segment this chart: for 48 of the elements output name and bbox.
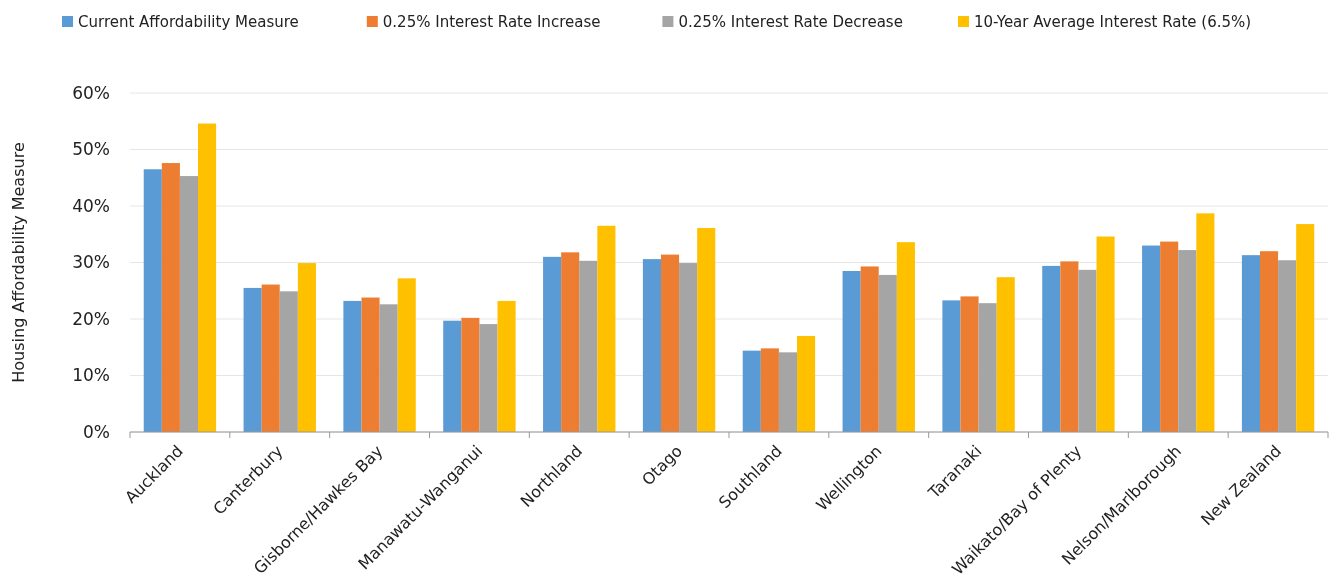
bar [642, 259, 661, 432]
bar [561, 252, 580, 432]
bar [842, 270, 861, 432]
bar [1196, 213, 1215, 432]
bar [1142, 245, 1161, 432]
y-tick-label: 50% [72, 139, 110, 160]
bar [996, 277, 1015, 432]
y-tick-label: 40% [72, 195, 110, 216]
bar [297, 263, 316, 432]
bar [760, 348, 779, 432]
bar [697, 228, 716, 432]
bar [1296, 224, 1315, 432]
bar [960, 296, 979, 432]
bar [660, 254, 680, 432]
bar [343, 300, 362, 432]
y-tick-label: 20% [72, 308, 110, 329]
bar [1042, 265, 1061, 432]
y-axis-title: Housing Affordability Measure [9, 142, 28, 383]
bar [443, 320, 462, 432]
bar [942, 300, 961, 432]
bar [1160, 241, 1179, 432]
y-tick-label: 60% [72, 82, 110, 103]
y-tick-label: 10% [72, 365, 110, 386]
bar [1096, 236, 1115, 432]
bar [742, 350, 761, 432]
bar [543, 256, 562, 432]
bar [161, 163, 180, 432]
legend-label: 0.25% Interest Rate Decrease [678, 13, 903, 32]
bar [361, 297, 380, 432]
bar [860, 266, 879, 432]
bar [198, 123, 217, 432]
y-tick-label: 30% [72, 252, 110, 273]
bar [397, 278, 416, 432]
bar [1259, 251, 1279, 432]
bar [497, 300, 516, 432]
bar [1060, 261, 1079, 432]
legend-label: Current Affordability Measure [78, 13, 299, 32]
bar [597, 225, 616, 432]
bar [797, 335, 816, 432]
bar [243, 287, 262, 432]
bar [461, 317, 480, 432]
legend-label: 10-Year Average Interest Rate (6.5%) [974, 13, 1252, 32]
bar [261, 284, 280, 432]
bar [896, 242, 915, 432]
bar [1241, 255, 1260, 432]
bar [143, 169, 162, 432]
y-tick-label: 0% [83, 421, 110, 442]
legend-label: 0.25% Interest Rate Increase [382, 13, 601, 32]
